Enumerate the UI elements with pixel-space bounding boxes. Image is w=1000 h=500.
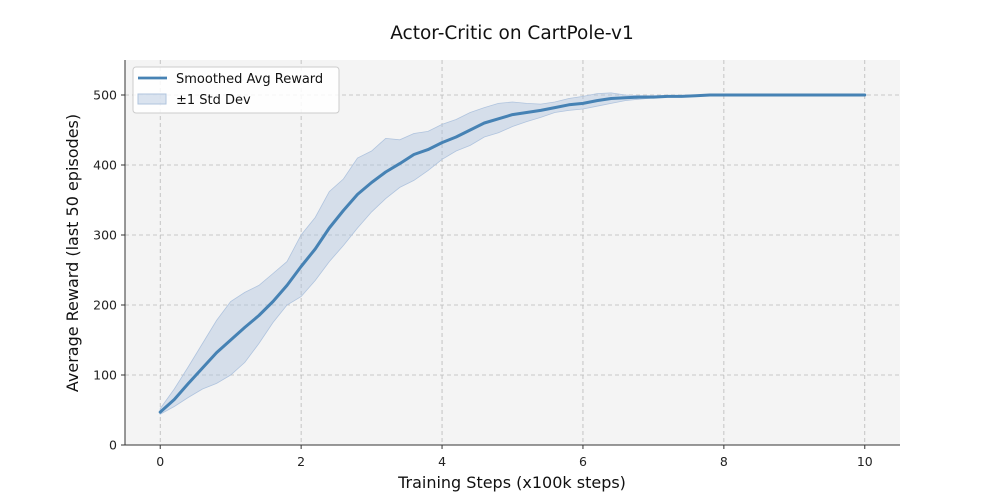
legend: Smoothed Avg Reward ±1 Std Dev (132, 66, 340, 114)
y-tick-label: 300 (93, 228, 117, 243)
x-tick-label: 10 (857, 454, 873, 469)
chart-title: Actor-Critic on CartPole-v1 (390, 23, 634, 44)
x-tick-label: 4 (438, 454, 446, 469)
legend-box (132, 66, 340, 114)
x-tick-label: 2 (297, 454, 305, 469)
y-tick-label: 0 (109, 438, 117, 453)
y-axis-label: Average Reward (last 50 episodes) (63, 114, 82, 392)
y-tick-label: 500 (93, 88, 117, 103)
y-tick-label: 100 (93, 368, 117, 383)
y-tick-label: 200 (93, 298, 117, 313)
x-tick-label: 6 (579, 454, 587, 469)
x-tick-label: 8 (720, 454, 728, 469)
reward-line (158, 93, 867, 414)
legend-swatch-band (137, 93, 167, 105)
x-axis-label: Training Steps (x100k steps) (397, 473, 626, 492)
x-tick-label: 0 (156, 454, 164, 469)
legend-label-line: Smoothed Avg Reward (176, 72, 323, 87)
y-tick-label: 400 (93, 158, 117, 173)
legend-label-band: ±1 Std Dev (176, 93, 251, 108)
plot-area (125, 60, 900, 445)
